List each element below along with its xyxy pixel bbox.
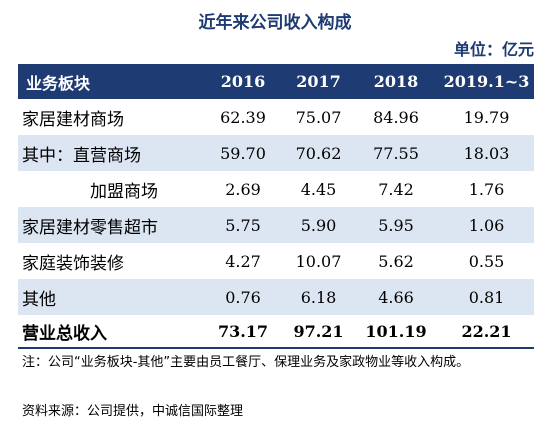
- table-row: 家庭装饰装修 4.27 10.07 5.62 0.55: [18, 243, 534, 279]
- row-label: 家庭装饰装修: [22, 253, 124, 274]
- source-note: 资料来源：公司提供，中诚信国际整理: [22, 404, 244, 419]
- cell: 0.81: [468, 287, 505, 307]
- row-label: 营业总收入: [22, 323, 107, 344]
- table-row: 加盟商场 2.69 4.45 7.42 1.76: [18, 171, 534, 207]
- cell: 5.75: [225, 215, 261, 235]
- header-2016: 2016: [220, 72, 266, 91]
- table-title: 近年来公司收入构成: [198, 13, 352, 33]
- cell: 4.45: [300, 179, 337, 199]
- cell: 73.17: [217, 321, 269, 341]
- cell: 101.19: [365, 321, 427, 341]
- revenue-table: 业务板块 2016 2017 2018 2019.1~3 家居建材商场 62.3…: [18, 64, 534, 349]
- table-row: 家居建材零售超市 5.75 5.90 5.95 1.06: [18, 207, 534, 243]
- cell: 62.39: [220, 107, 266, 127]
- cell: 5.90: [300, 215, 337, 235]
- cell: 59.70: [220, 143, 266, 163]
- cell: 4.66: [378, 287, 414, 307]
- cell: 97.21: [293, 321, 344, 341]
- table-header-row: 业务板块 2016 2017 2018 2019.1~3: [18, 64, 534, 99]
- footnote: 注：公司“业务板块-其他”主要由员工餐厅、保理业务及家政物业等收入构成。: [22, 355, 470, 370]
- cell: 10.07: [295, 251, 342, 271]
- table-row: 家居建材商场 62.39 75.07 84.96 19.79: [18, 99, 534, 135]
- cell: 75.07: [295, 107, 342, 127]
- cell: 5.62: [378, 251, 414, 271]
- cell: 0.76: [225, 287, 261, 307]
- header-2018: 2018: [373, 72, 419, 91]
- row-label: 其中：直营商场: [22, 145, 141, 166]
- cell: 0.55: [468, 251, 505, 271]
- row-label: 其他: [22, 289, 56, 310]
- cell: 2.69: [225, 179, 261, 199]
- row-label: 加盟商场: [90, 181, 158, 202]
- row-label: 家居建材商场: [22, 109, 124, 130]
- cell: 77.55: [373, 143, 419, 163]
- table-row: 其中：直营商场 59.70 70.62 77.55 18.03: [18, 135, 534, 171]
- row-label: 家居建材零售超市: [22, 217, 158, 238]
- cell: 5.95: [378, 215, 414, 235]
- cell: 7.42: [378, 179, 414, 199]
- cell: 19.79: [463, 107, 510, 127]
- cell: 22.21: [461, 321, 512, 341]
- cell: 6.18: [300, 287, 337, 307]
- header-segment: 业务板块: [26, 73, 91, 93]
- header-2017: 2017: [296, 72, 341, 91]
- table-row-total: 营业总收入 73.17 97.21 101.19 22.21: [18, 315, 534, 348]
- header-2019q1: 2019.1~3: [443, 72, 530, 91]
- cell: 1.06: [468, 215, 505, 235]
- cell: 1.76: [468, 179, 505, 199]
- cell: 84.96: [373, 107, 419, 127]
- cell: 70.62: [295, 143, 342, 163]
- unit-label: 单位：亿元: [453, 40, 534, 59]
- cell: 18.03: [463, 143, 510, 163]
- table-row: 其他 0.76 6.18 4.66 0.81: [18, 279, 534, 315]
- cell: 4.27: [225, 251, 261, 271]
